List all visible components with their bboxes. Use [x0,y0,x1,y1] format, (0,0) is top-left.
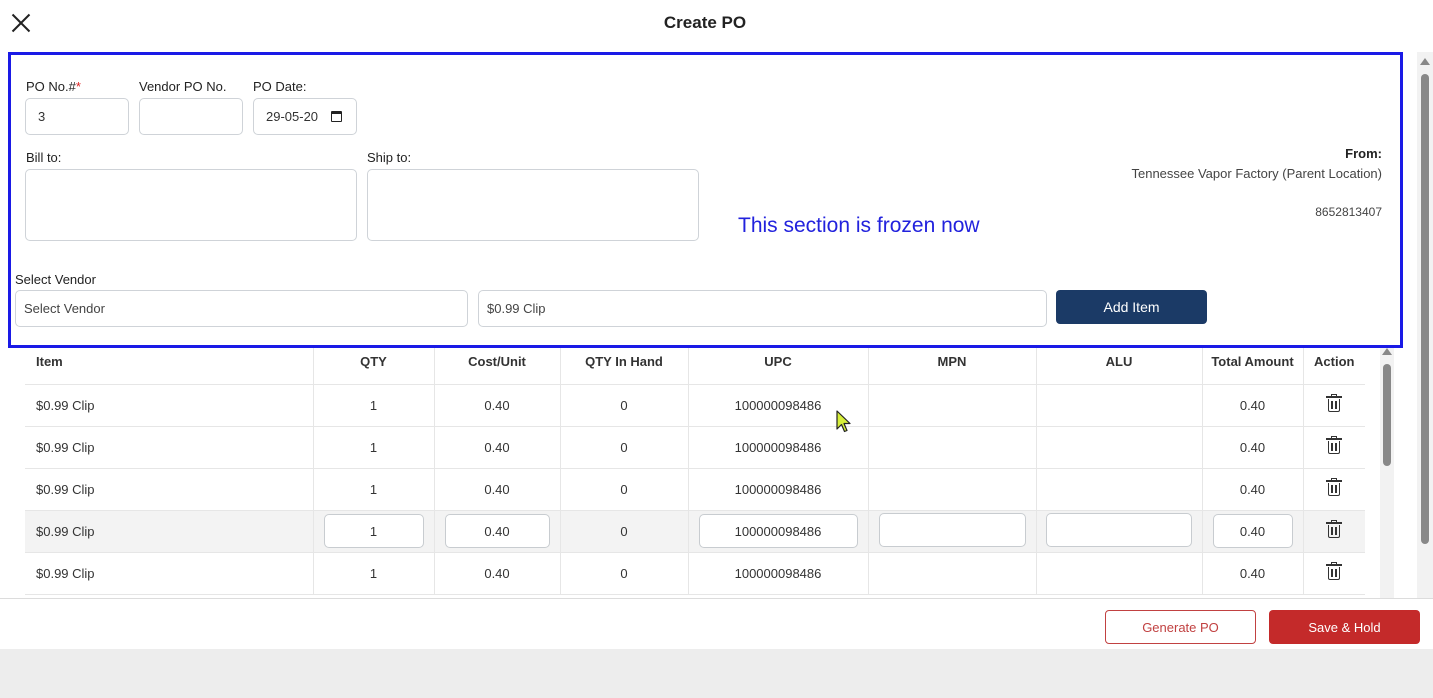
cell-cost[interactable]: 0.40 [434,552,561,595]
items-table: Item QTY Cost/Unit QTY In Hand UPC MPN A… [25,340,1365,595]
cell-item: $0.99 Clip [25,384,314,427]
cell-qty: 1 [313,510,435,553]
po-no-input[interactable]: 3 [25,98,129,135]
cell-in-hand: 0 [560,510,689,553]
cell-mpn[interactable] [868,426,1037,469]
upc-input[interactable]: 100000098486 [698,514,858,548]
qty-input[interactable]: 1 [323,514,424,548]
calendar-icon[interactable] [331,111,342,122]
cell-mpn [868,510,1037,553]
cell-action [1303,384,1365,427]
create-po-modal: Create PO PO No.#* 3 Vendor PO No. PO Da… [0,0,1433,649]
modal-footer: Generate PO Save & Hold [0,598,1433,649]
cell-qty[interactable]: 1 [313,384,435,427]
po-date-value: 29-05-20 [266,109,319,124]
trash-icon[interactable] [1326,562,1343,580]
cell-cost[interactable]: 0.40 [434,426,561,469]
cell-item: $0.99 Clip [25,426,314,469]
table-row[interactable]: $0.99 Clip 1 0.40 0 100000098486 0.40 [25,552,1365,595]
cell-action [1303,468,1365,511]
cell-item: $0.99 Clip [25,552,314,595]
bill-to-label: Bill to: [26,150,62,165]
cell-total[interactable]: 0.40 [1202,468,1304,511]
cell-upc[interactable]: 100000098486 [688,552,869,595]
table-scrollbar-thumb[interactable] [1383,364,1391,466]
po-date-input[interactable]: 29-05-20 [253,98,357,135]
scroll-up-arrow-icon[interactable] [1382,348,1392,355]
cell-upc: 100000098486 [688,510,869,553]
save-and-hold-button[interactable]: Save & Hold [1269,610,1420,644]
cell-in-hand: 0 [560,468,689,511]
cell-total[interactable]: 0.40 [1202,552,1304,595]
trash-icon[interactable] [1326,478,1343,496]
cell-in-hand: 0 [560,426,689,469]
table-scrollbar[interactable] [1380,346,1394,598]
cell-total: 0.40 [1202,510,1304,553]
bill-to-textarea[interactable] [25,169,357,241]
alu-input[interactable] [1046,512,1192,547]
from-label: From: [1345,146,1382,161]
cell-total[interactable]: 0.40 [1202,426,1304,469]
scroll-up-arrow-icon[interactable] [1420,58,1430,65]
trash-icon[interactable] [1326,520,1343,538]
cell-mpn[interactable] [868,552,1037,595]
cell-item: $0.99 Clip [25,510,314,553]
cell-cost: 0.40 [434,510,561,553]
cell-in-hand: 0 [560,384,689,427]
cell-upc[interactable]: 100000098486 [688,468,869,511]
page-scrollbar[interactable] [1417,52,1433,598]
page-scrollbar-thumb[interactable] [1421,74,1429,544]
cell-cost[interactable]: 0.40 [434,384,561,427]
cell-alu[interactable] [1036,468,1203,511]
frozen-annotation: This section is frozen now [738,214,980,237]
table-row-editing[interactable]: $0.99 Clip 1 0.40 0 100000098486 0.40 [25,510,1365,553]
ship-to-textarea[interactable] [367,169,699,241]
cell-alu[interactable] [1036,426,1203,469]
mpn-input[interactable] [878,512,1026,547]
from-location-name: Tennessee Vapor Factory (Parent Location… [1131,166,1382,181]
vendor-po-input[interactable] [139,98,243,135]
cell-alu[interactable] [1036,552,1203,595]
cell-mpn[interactable] [868,468,1037,511]
page-title: Create PO [663,13,747,32]
cell-action [1303,552,1365,595]
generate-po-button[interactable]: Generate PO [1105,610,1256,644]
total-input[interactable]: 0.40 [1212,514,1293,548]
select-vendor-label: Select Vendor [15,272,96,287]
trash-icon[interactable] [1326,436,1343,454]
cell-item: $0.99 Clip [25,468,314,511]
from-phone: 8652813407 [1315,205,1382,219]
trash-icon[interactable] [1326,394,1343,412]
table-row[interactable]: $0.99 Clip 1 0.40 0 100000098486 0.40 [25,426,1365,469]
table-row[interactable]: $0.99 Clip 1 0.40 0 100000098486 0.40 [25,384,1365,427]
select-vendor-dropdown[interactable]: Select Vendor [15,290,468,327]
cell-qty[interactable]: 1 [313,552,435,595]
items-table-container: Item QTY Cost/Unit QTY In Hand UPC MPN A… [25,340,1365,598]
item-search-input[interactable]: $0.99 Clip [478,290,1047,327]
table-row[interactable]: $0.99 Clip 1 0.40 0 100000098486 0.40 [25,468,1365,511]
cell-action [1303,510,1365,553]
cost-input[interactable]: 0.40 [444,514,550,548]
cell-alu[interactable] [1036,384,1203,427]
vendor-po-label: Vendor PO No. [139,79,227,94]
cell-alu [1036,510,1203,553]
cell-qty[interactable]: 1 [313,468,435,511]
ship-to-label: Ship to: [367,150,412,165]
mouse-pointer-icon [836,410,851,433]
frozen-header-section: PO No.#* 3 Vendor PO No. PO Date: 29-05-… [8,52,1403,348]
cell-action [1303,426,1365,469]
cell-in-hand: 0 [560,552,689,595]
cell-upc[interactable]: 100000098486 [688,426,869,469]
cell-cost[interactable]: 0.40 [434,468,561,511]
po-no-label: PO No.#* [26,79,81,94]
add-item-button[interactable]: Add Item [1056,290,1207,324]
modal-header: Create PO [0,0,1433,48]
cell-total[interactable]: 0.40 [1202,384,1304,427]
po-date-label: PO Date: [253,79,307,94]
cell-mpn[interactable] [868,384,1037,427]
cell-qty[interactable]: 1 [313,426,435,469]
